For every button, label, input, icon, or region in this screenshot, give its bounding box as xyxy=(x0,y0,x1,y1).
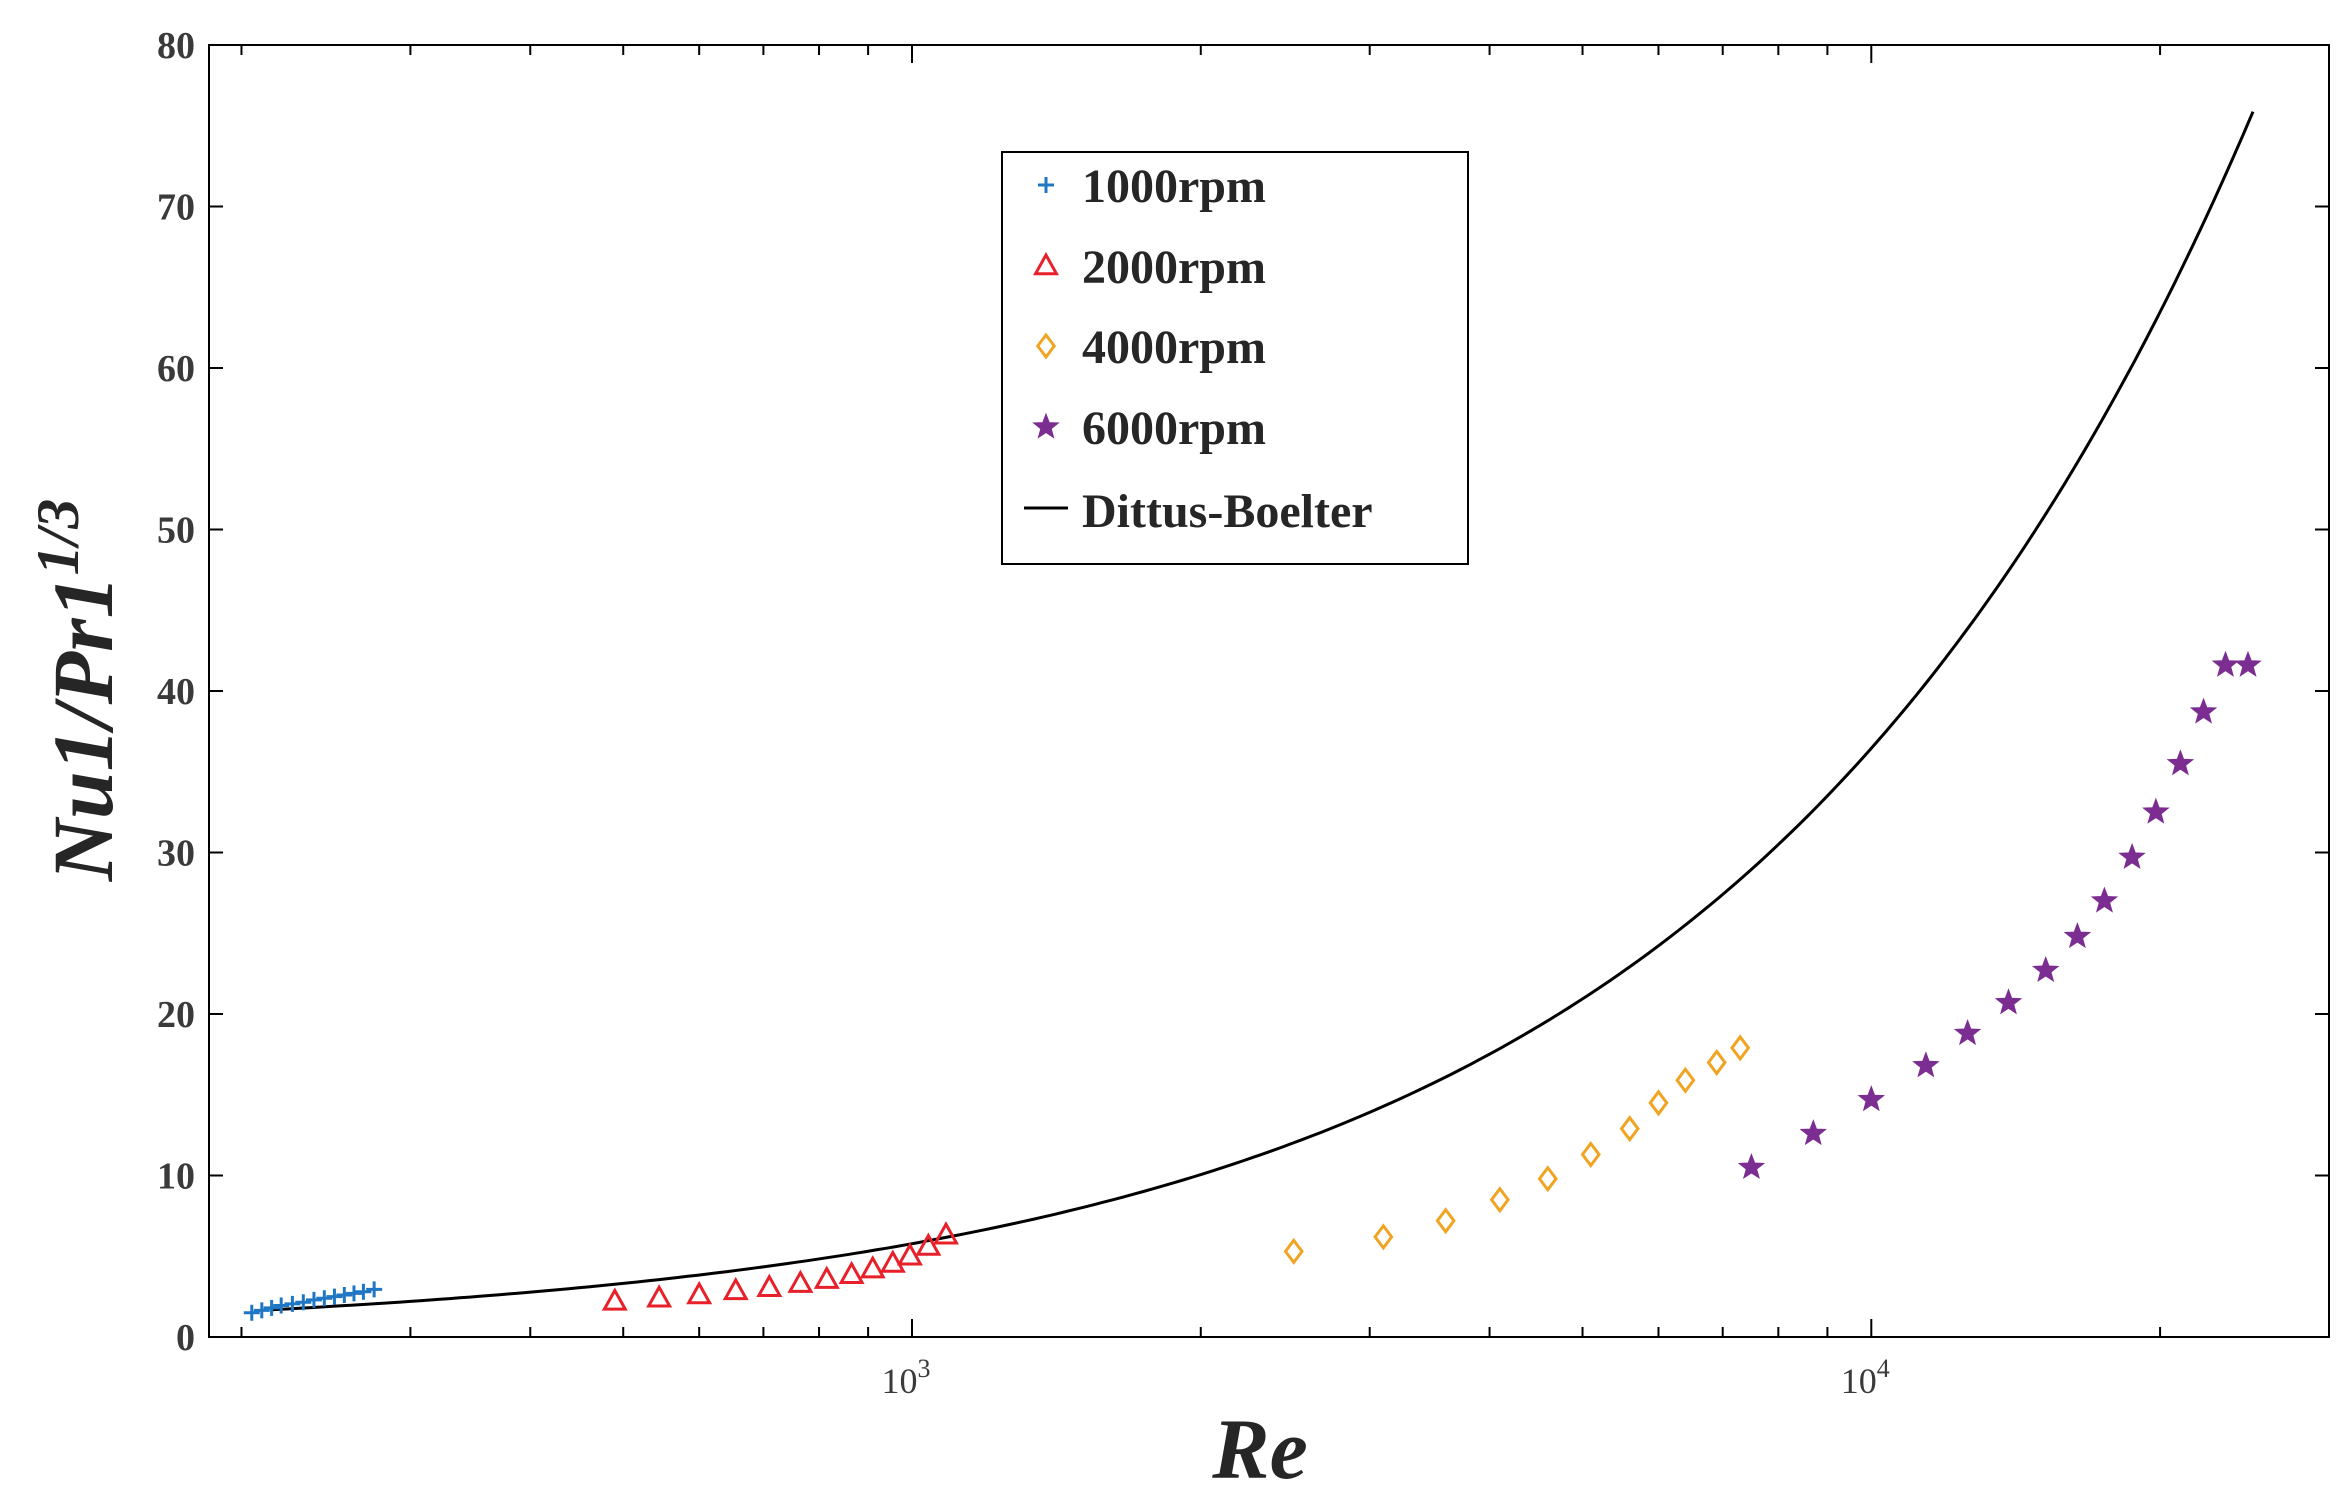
data-point-6000rpm xyxy=(2189,697,2218,724)
legend: 1000rpm 2000rpm 4000rpm 6000rpm Dittus-Boelt… xyxy=(1001,151,1469,565)
data-point-6000rpm xyxy=(2090,886,2119,913)
y-tick-label: 60 xyxy=(157,348,195,390)
y-tick-label: 50 xyxy=(157,510,195,552)
data-point-6000rpm xyxy=(1857,1085,1886,1112)
data-point-1000rpm xyxy=(345,1285,362,1302)
data-markers xyxy=(243,650,2262,1321)
y-tick-label: 40 xyxy=(157,671,195,713)
x-tick-exponent: 4 xyxy=(1877,1354,1890,1383)
y-tick-label: 70 xyxy=(157,187,195,229)
data-point-4000rpm xyxy=(1373,1223,1394,1251)
data-point-1000rpm xyxy=(305,1291,322,1308)
x-axis-label: Re xyxy=(1211,1401,1308,1494)
x-tick-base: 10 xyxy=(882,1361,918,1401)
data-point-4000rpm xyxy=(1706,1048,1727,1076)
y-axis-label: Nu1/Pr11/3 xyxy=(25,499,131,883)
legend-label: 4000rpm xyxy=(1082,321,1266,374)
data-point-1000rpm xyxy=(355,1283,372,1300)
data-point-2000rpm xyxy=(601,1287,628,1311)
legend-items: 1000rpm 2000rpm 4000rpm 6000rpm Dittus-Boelt… xyxy=(1024,160,1373,538)
data-point-2000rpm xyxy=(813,1265,840,1289)
data-point-2000rpm xyxy=(915,1232,942,1256)
legend-marker-2000rpm xyxy=(1032,251,1060,276)
data-point-2000rpm xyxy=(896,1242,923,1266)
legend-box xyxy=(1001,151,1469,565)
data-point-2000rpm xyxy=(932,1221,959,1245)
data-point-2000rpm xyxy=(722,1276,749,1301)
data-point-2000rpm xyxy=(859,1255,886,1279)
data-point-1000rpm xyxy=(243,1304,260,1321)
data-point-2000rpm xyxy=(879,1249,906,1273)
data-point-6000rpm xyxy=(1799,1119,1827,1146)
data-point-1000rpm xyxy=(284,1295,301,1312)
data-point-6000rpm xyxy=(1994,988,2023,1015)
data-point-6000rpm xyxy=(2142,797,2170,824)
x-tick-exponent: 3 xyxy=(918,1354,931,1383)
data-point-6000rpm xyxy=(2032,955,2060,983)
legend-marker-4000rpm xyxy=(1035,332,1057,360)
data-point-4000rpm xyxy=(1489,1186,1510,1214)
data-point-4000rpm xyxy=(1283,1237,1304,1265)
x-tick-label: 103 xyxy=(882,1354,931,1401)
legend-marker-1000rpm xyxy=(1038,177,1054,193)
y-tick-label: 30 xyxy=(157,833,195,875)
data-point-6000rpm xyxy=(1953,1018,1982,1046)
data-point-6000rpm xyxy=(2166,749,2195,776)
data-point-1000rpm xyxy=(273,1297,290,1314)
legend-label: 1000rpm xyxy=(1082,160,1266,213)
legend-marker-6000rpm xyxy=(1032,412,1060,439)
y-tick-label: 0 xyxy=(176,1317,195,1359)
data-point-2000rpm xyxy=(787,1269,814,1293)
legend-label: 2000rpm xyxy=(1082,241,1266,294)
data-point-1000rpm xyxy=(336,1287,353,1304)
data-point-4000rpm xyxy=(1435,1207,1456,1235)
data-point-1000rpm xyxy=(366,1281,383,1298)
x-tick-label: 104 xyxy=(1841,1354,1890,1401)
data-point-1000rpm xyxy=(316,1290,333,1307)
data-point-4000rpm xyxy=(1730,1034,1751,1062)
legend-label: Dittus-Boelter xyxy=(1082,485,1373,538)
data-point-6000rpm xyxy=(1737,1152,1766,1180)
legend-label: 6000rpm xyxy=(1082,402,1266,455)
x-tick-base: 10 xyxy=(1841,1361,1877,1401)
y-tick-label: 20 xyxy=(157,994,195,1036)
data-point-1000rpm xyxy=(263,1299,280,1316)
data-point-6000rpm xyxy=(1912,1051,1940,1078)
data-point-6000rpm xyxy=(2118,842,2146,870)
data-point-4000rpm xyxy=(1675,1066,1696,1094)
data-point-2000rpm xyxy=(838,1260,865,1285)
data-point-2000rpm xyxy=(686,1280,713,1305)
data-point-2000rpm xyxy=(756,1273,783,1297)
data-point-6000rpm xyxy=(2063,922,2092,949)
data-point-2000rpm xyxy=(646,1284,673,1308)
dittus-boelter-line xyxy=(271,111,2255,1312)
y-axis-ticks: 0 10 20 30 40 50 60 70 80 xyxy=(157,25,2329,1359)
data-point-1000rpm xyxy=(253,1302,270,1319)
data-point-4000rpm xyxy=(1537,1165,1558,1193)
data-point-4000rpm xyxy=(1619,1115,1640,1143)
x-axis-ticks: 103 104 xyxy=(240,45,2330,1401)
y-axis-label-main: Nu1/Pr1 xyxy=(35,575,131,882)
data-point-4000rpm xyxy=(1580,1141,1601,1169)
y-tick-label: 10 xyxy=(157,1156,195,1198)
data-point-6000rpm xyxy=(2234,650,2262,677)
data-point-4000rpm xyxy=(1648,1089,1669,1117)
data-point-1000rpm xyxy=(295,1294,312,1311)
y-tick-label: 80 xyxy=(157,25,195,67)
data-point-1000rpm xyxy=(326,1288,343,1305)
y-axis-label-exponent: 1/3 xyxy=(25,499,91,576)
data-point-6000rpm xyxy=(2211,650,2240,677)
